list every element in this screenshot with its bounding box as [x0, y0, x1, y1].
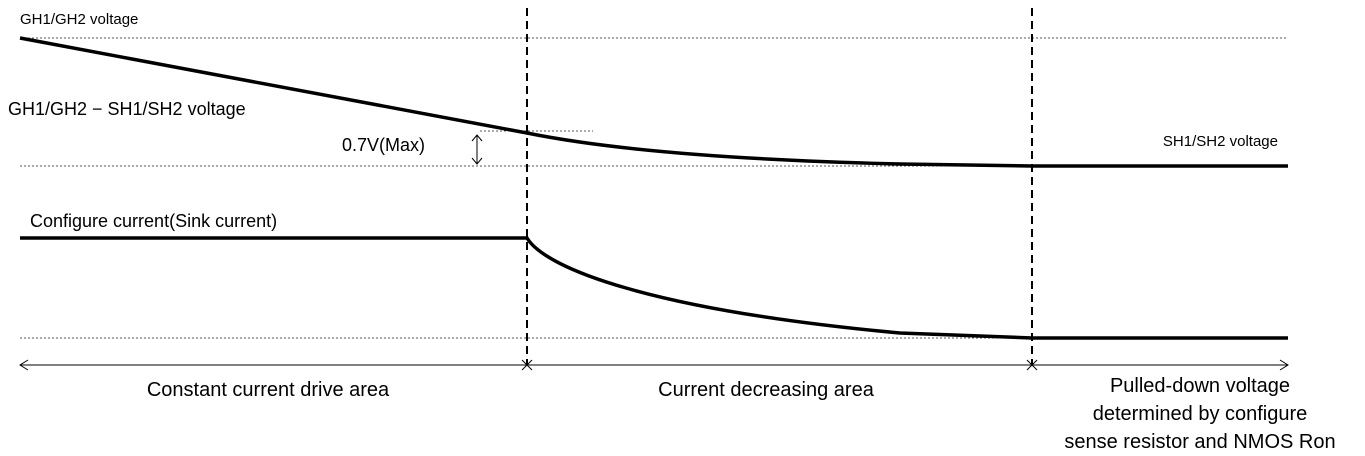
gh-voltage-curve: [19, 36, 1288, 168]
drop-label: 0.7V(Max): [342, 135, 425, 155]
area-axis: [19, 359, 1289, 371]
drop-double-arrow: [471, 134, 483, 165]
sh-voltage-label: SH1/SH2 voltage: [1163, 133, 1278, 150]
decreasing-area-label: Current decreasing area: [658, 379, 875, 401]
pulled-down-area-line-3: sense resistor and NMOS Ron: [1064, 431, 1335, 453]
axis-tick-2: [1026, 359, 1038, 371]
constant-area-label: Constant current drive area: [147, 379, 390, 401]
configure-current-curve: [20, 236, 1288, 340]
gh-voltage-label: GH1/GH2 voltage: [20, 11, 138, 28]
pulled-down-area-line-1: Pulled-down voltage: [1110, 375, 1290, 397]
gh-sh-voltage-label: GH1/GH2 − SH1/SH2 voltage: [8, 99, 246, 119]
axis-tick-1: [521, 359, 533, 371]
pulled-down-area-line-2: determined by configure: [1093, 403, 1308, 425]
configure-current-label: Configure current(Sink current): [30, 211, 277, 231]
